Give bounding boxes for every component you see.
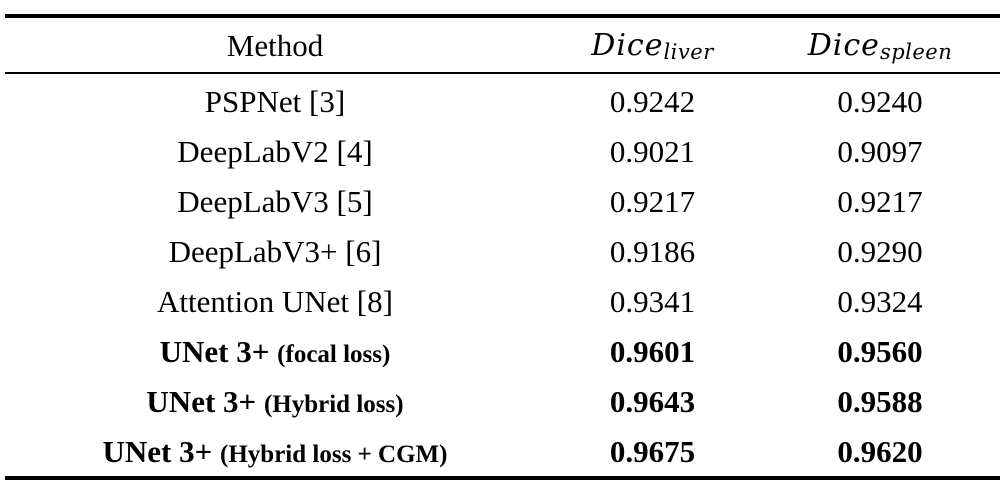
dice-liver-cell: 0.9217 xyxy=(609,183,696,219)
dice-spleen-cell: 0.9324 xyxy=(837,283,923,319)
method-cell: PSPNet [3] xyxy=(204,83,346,119)
method-cell: DeepLabV3+ [6] xyxy=(168,233,382,269)
dice-liver-header: Diceliver xyxy=(545,28,760,64)
table-row: UNet 3+ (Hybrid loss + CGM) 0.9675 0.962… xyxy=(5,426,1000,476)
dice-spleen-cell: 0.9620 xyxy=(837,433,923,469)
method-cell: UNet 3+ (Hybrid loss + CGM) xyxy=(5,436,545,467)
table-row: UNet 3+ (focal loss) 0.9601 0.9560 xyxy=(5,326,1000,376)
table-row: UNet 3+ (Hybrid loss) 0.9643 0.9588 xyxy=(5,376,1000,426)
results-table: Method Diceliver Dicespleen PSPNet [3] 0… xyxy=(5,14,1000,480)
table-row: DeepLabV3 [5] 0.9217 0.9217 xyxy=(5,176,1000,226)
dice-liver-cell: 0.9341 xyxy=(609,283,696,319)
header-rule xyxy=(5,72,1000,74)
method-cell: UNet 3+ (Hybrid loss) xyxy=(5,386,545,417)
dice-liver-cell: 0.9643 xyxy=(609,383,696,419)
method-name: UNet 3+ xyxy=(102,433,213,469)
dice-liver-cell: 0.9601 xyxy=(609,333,696,369)
header-row: Method Diceliver Dicespleen xyxy=(5,18,1000,72)
method-cell: DeepLabV2 [4] xyxy=(177,133,373,169)
method-cell: Attention UNet [8] xyxy=(157,283,393,319)
dice-spleen-cell: 0.9588 xyxy=(837,383,923,419)
dice-spleen-cell: 0.9290 xyxy=(837,233,923,269)
dice-liver-cell: 0.9675 xyxy=(609,433,696,469)
table-row: DeepLabV2 [4] 0.9021 0.9097 xyxy=(5,126,1000,176)
method-cell: UNet 3+ (focal loss) xyxy=(5,336,545,367)
dice-liver-header-sub: liver xyxy=(663,40,714,64)
table-body: PSPNet [3] 0.9242 0.9240 DeepLabV2 [4] 0… xyxy=(5,76,1000,476)
method-name: UNet 3+ xyxy=(159,333,270,369)
dice-liver-header-base: Dice xyxy=(591,28,664,63)
dice-spleen-cell: 0.9097 xyxy=(837,133,923,169)
method-note: (Hybrid loss + CGM) xyxy=(220,440,448,468)
method-name: UNet 3+ xyxy=(146,383,257,419)
method-header: Method xyxy=(226,27,324,63)
dice-spleen-header-sub: spleen xyxy=(879,40,953,64)
dice-liver-cell: 0.9186 xyxy=(609,233,696,269)
method-note: (Hybrid loss) xyxy=(263,390,404,418)
method-note: (focal loss) xyxy=(277,340,391,368)
dice-spleen-cell: 0.9240 xyxy=(837,83,923,119)
table-row: Attention UNet [8] 0.9341 0.9324 xyxy=(5,276,1000,326)
method-cell: DeepLabV3 [5] xyxy=(177,183,373,219)
table-row: DeepLabV3+ [6] 0.9186 0.9290 xyxy=(5,226,1000,276)
dice-liver-cell: 0.9021 xyxy=(609,133,696,169)
dice-spleen-cell: 0.9560 xyxy=(837,333,923,369)
dice-liver-cell: 0.9242 xyxy=(609,83,696,119)
dice-spleen-cell: 0.9217 xyxy=(837,183,923,219)
dice-spleen-header-base: Dice xyxy=(807,28,880,63)
dice-spleen-header: Dicespleen xyxy=(760,28,1000,64)
bottom-rule xyxy=(5,476,1000,480)
table-row: PSPNet [3] 0.9242 0.9240 xyxy=(5,76,1000,126)
top-rule xyxy=(5,14,1000,18)
